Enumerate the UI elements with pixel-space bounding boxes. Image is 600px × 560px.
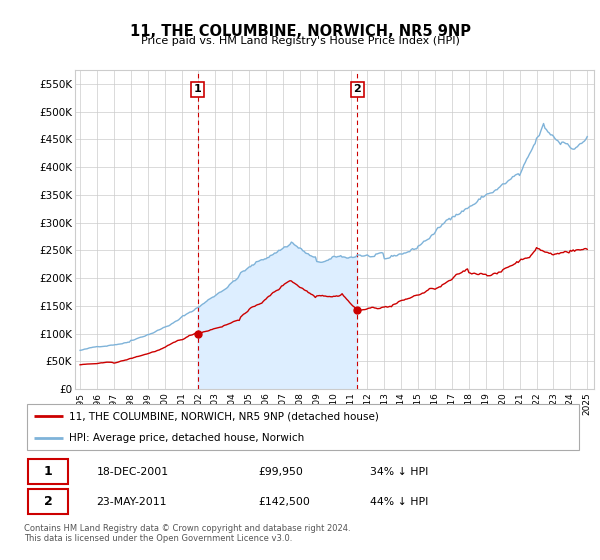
- Text: This data is licensed under the Open Government Licence v3.0.: This data is licensed under the Open Gov…: [24, 534, 292, 543]
- Text: 34% ↓ HPI: 34% ↓ HPI: [370, 466, 428, 477]
- Text: HPI: Average price, detached house, Norwich: HPI: Average price, detached house, Norw…: [68, 433, 304, 444]
- Text: 1: 1: [44, 465, 52, 478]
- Text: 11, THE COLUMBINE, NORWICH, NR5 9NP (detached house): 11, THE COLUMBINE, NORWICH, NR5 9NP (det…: [68, 411, 379, 421]
- Text: 23-MAY-2011: 23-MAY-2011: [97, 497, 167, 507]
- Text: Price paid vs. HM Land Registry's House Price Index (HPI): Price paid vs. HM Land Registry's House …: [140, 36, 460, 46]
- Text: 2: 2: [353, 85, 361, 95]
- Text: 2: 2: [44, 495, 52, 508]
- Text: £99,950: £99,950: [259, 466, 303, 477]
- FancyBboxPatch shape: [27, 404, 579, 450]
- Text: Contains HM Land Registry data © Crown copyright and database right 2024.: Contains HM Land Registry data © Crown c…: [24, 524, 350, 533]
- Text: 1: 1: [194, 85, 202, 95]
- Text: £142,500: £142,500: [259, 497, 310, 507]
- FancyBboxPatch shape: [28, 489, 68, 514]
- Text: 18-DEC-2001: 18-DEC-2001: [97, 466, 169, 477]
- FancyBboxPatch shape: [28, 459, 68, 484]
- Text: 44% ↓ HPI: 44% ↓ HPI: [370, 497, 428, 507]
- Text: 11, THE COLUMBINE, NORWICH, NR5 9NP: 11, THE COLUMBINE, NORWICH, NR5 9NP: [130, 24, 470, 39]
